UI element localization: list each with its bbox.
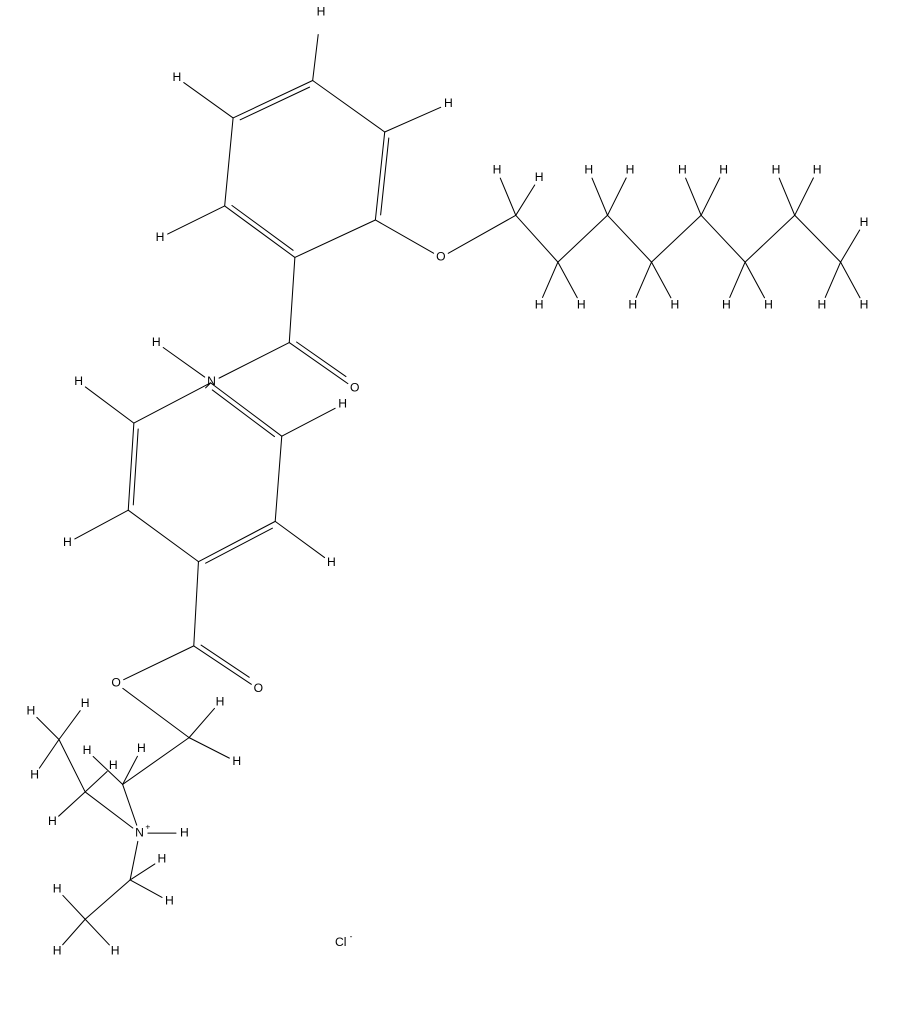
atom-H: H <box>860 297 869 311</box>
atom-H: H <box>317 4 326 18</box>
atom-H: H <box>165 894 174 908</box>
atom-H: H <box>671 297 680 311</box>
atom-H: H <box>111 943 120 957</box>
atom-H: H <box>338 397 347 411</box>
atom-H: H <box>628 297 637 311</box>
atom-H: H <box>232 754 241 768</box>
atom-H: H <box>216 694 225 708</box>
atom-H: H <box>27 704 36 718</box>
atom-H: H <box>772 163 781 177</box>
atom-H: H <box>156 230 165 244</box>
chloride-charge: - <box>350 931 353 941</box>
atom-H: H <box>48 814 57 828</box>
atom-O: O <box>111 676 120 690</box>
atom-H: H <box>83 743 92 757</box>
atom-H: H <box>327 555 336 569</box>
atom-H: H <box>53 943 62 957</box>
atom-H: H <box>109 758 118 772</box>
atom-O: O <box>254 681 263 695</box>
chloride-ion: Cl <box>335 935 346 949</box>
atom-H: H <box>719 163 728 177</box>
atom-H: H <box>535 297 544 311</box>
atom-O: O <box>350 381 359 395</box>
atom-N: N <box>135 825 144 839</box>
atom-H: H <box>678 163 687 177</box>
molecule-diagram: HHHHOHHHHHHHHHHHHHHHHHONHHHHHOOHHHHN+HHH… <box>0 0 908 1025</box>
atom-H: H <box>493 163 502 177</box>
atom-H: H <box>584 163 593 177</box>
atom-H: H <box>74 374 83 388</box>
atom-H: H <box>30 767 39 781</box>
atom-H: H <box>180 825 189 839</box>
atom-H: H <box>813 163 822 177</box>
atom-H: H <box>535 170 544 184</box>
atom-O: O <box>436 250 445 264</box>
atom-H: H <box>63 535 72 549</box>
atom-H: H <box>626 163 635 177</box>
atom-H: H <box>860 215 869 229</box>
atom-H: H <box>53 881 62 895</box>
atom-N: N <box>207 374 216 388</box>
atom-H: H <box>81 696 90 710</box>
charge-plus: + <box>145 822 150 832</box>
atom-H: H <box>817 297 826 311</box>
atom-H: H <box>137 741 146 755</box>
atom-H: H <box>444 96 453 110</box>
atom-H: H <box>764 297 773 311</box>
atom-H: H <box>158 852 167 866</box>
atom-H: H <box>577 297 586 311</box>
atom-H: H <box>173 70 182 84</box>
atom-H: H <box>722 297 731 311</box>
atom-H: H <box>152 335 161 349</box>
